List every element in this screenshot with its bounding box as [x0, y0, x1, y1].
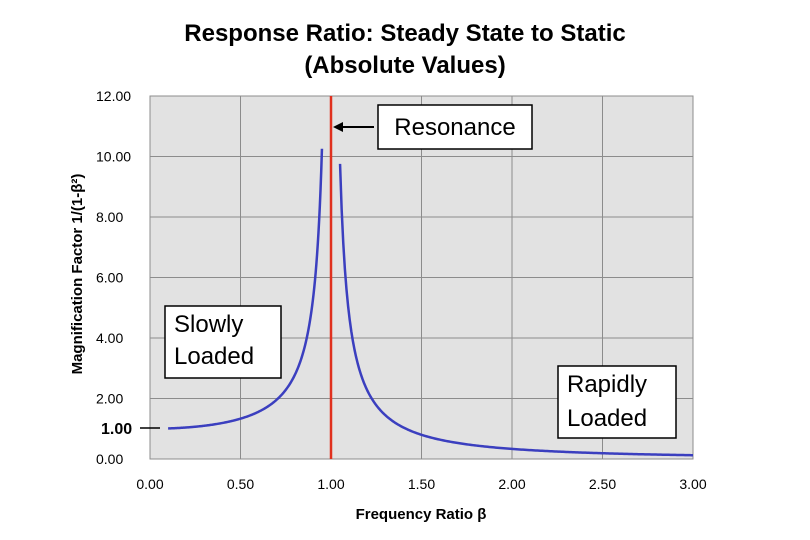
- rapidly-loaded-line-2: Loaded: [567, 405, 647, 432]
- x-tick-label: 0.00: [136, 476, 163, 492]
- y-tick-label: 4.00: [96, 330, 123, 346]
- axis-ticks: 0.00 0.50 1.00 1.50 2.00 2.50 3.00 0.00 2.00 4.00…: [96, 88, 707, 492]
- resonance-annotation-label: Resonance: [394, 114, 515, 141]
- y-tick-label: 12.00: [96, 88, 131, 104]
- series-line: [167, 148, 324, 430]
- resonance-annotation-box: [377, 104, 533, 150]
- static-marker-label: 1.00: [101, 421, 132, 438]
- y-tick-label: 6.00: [96, 270, 123, 286]
- x-tick-label: 1.50: [408, 476, 435, 492]
- plot-border: [149, 95, 694, 460]
- rapidly-loaded-line-1: Rapidly: [567, 371, 647, 398]
- x-tick-label: 0.50: [227, 476, 254, 492]
- chart-title-line-1: Response Ratio: Steady State to Static: [184, 20, 626, 47]
- slowly-loaded-line-2: Loaded: [174, 343, 254, 370]
- x-tick-label: 2.50: [589, 476, 616, 492]
- x-tick-label: 1.00: [317, 476, 344, 492]
- x-tick-label: 2.00: [498, 476, 525, 492]
- series-layer: [167, 148, 694, 457]
- y-tick-label: 10.00: [96, 149, 131, 165]
- chart-title-line-2: (Absolute Values): [304, 52, 506, 79]
- y-axis-label: Magnification Factor 1/(1-β²): [69, 174, 86, 375]
- chart-title: Response Ratio: Steady State to Static (…: [0, 18, 810, 82]
- y-tick-label: 0.00: [96, 451, 123, 467]
- slowly-loaded-box: [164, 305, 282, 379]
- series-line: [338, 163, 694, 457]
- rapidly-loaded-box: [557, 365, 677, 439]
- slowly-loaded-line-1: Slowly: [174, 311, 243, 338]
- resonance-arrow-head: [333, 122, 343, 132]
- y-tick-label: 8.00: [96, 209, 123, 225]
- y-tick-label: 2.00: [96, 391, 123, 407]
- x-tick-label: 3.00: [679, 476, 706, 492]
- x-axis-label: Frequency Ratio β: [356, 506, 487, 523]
